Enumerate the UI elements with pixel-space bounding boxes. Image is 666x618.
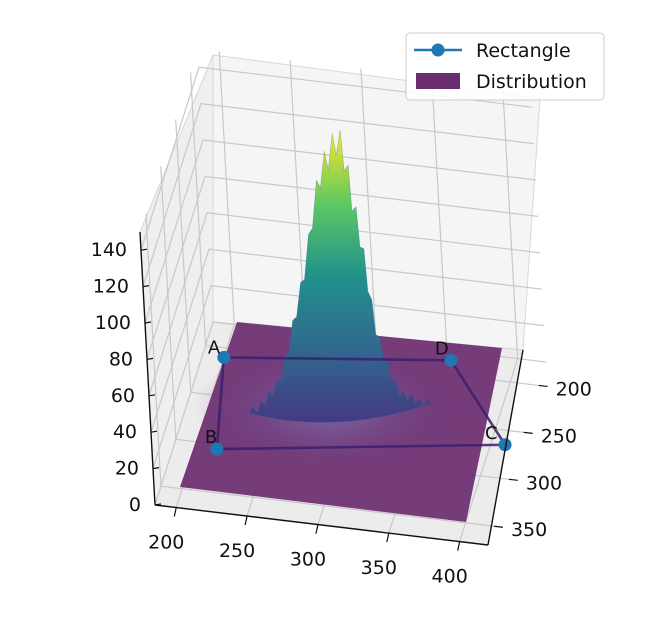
y-tick-mark (523, 431, 533, 434)
y-axis-ticks: 200 250 300 350 (493, 378, 592, 541)
rectangle-point-d (444, 353, 458, 367)
x-axis-ticks: 200 250 300 350 400 (148, 507, 468, 588)
z-tick-label: 140 (91, 239, 127, 261)
legend-label-rectangle: Rectangle (476, 40, 571, 62)
rectangle-point-c (498, 438, 512, 452)
z-tick-label: 100 (95, 312, 131, 334)
z-tick-mark (154, 503, 162, 506)
x-tick-label: 400 (432, 566, 468, 588)
x-tick-mark (244, 515, 248, 526)
legend: Rectangle Distribution (405, 32, 605, 101)
z-axis-line (139, 231, 156, 506)
z-tick-mark (152, 467, 160, 470)
y-tick-mark (493, 525, 504, 528)
x-axis-line (154, 504, 489, 546)
y-tick-label: 250 (541, 425, 577, 447)
rectangle-points: A B C D (205, 337, 512, 456)
legend-distribution-patch (416, 73, 460, 89)
x-tick-label: 250 (219, 540, 255, 562)
gridline-z (146, 175, 539, 360)
z-tick-mark (144, 321, 152, 324)
z-tick-label: 80 (109, 348, 133, 370)
x-tick-label: 350 (361, 557, 397, 579)
y-tick-label: 350 (511, 519, 547, 541)
gridline-z (144, 139, 537, 324)
z-tick-label: 120 (93, 276, 129, 298)
z-tick-mark (142, 285, 150, 288)
x-tick-mark (173, 507, 177, 517)
x-tick-label: 300 (290, 549, 326, 571)
z-tick-mark (140, 248, 148, 251)
z-tick-mark (148, 394, 156, 397)
gridline-z (148, 212, 541, 396)
y-tick-label: 200 (556, 378, 592, 400)
legend-label-distribution: Distribution (476, 71, 587, 93)
y-axis-line (487, 349, 524, 546)
rectangle-point-a (217, 350, 231, 364)
rectangle-point-label: C (485, 423, 498, 444)
gridline-x (459, 85, 519, 542)
z-tick-mark (146, 357, 154, 360)
gridline-z (152, 284, 545, 469)
z-tick-label: 40 (113, 421, 137, 443)
rectangle-point-b (210, 442, 224, 456)
x-tick-label: 200 (148, 532, 184, 554)
x-tick-mark (315, 524, 319, 534)
gridline-y (145, 213, 495, 527)
z-tick-label: 20 (115, 458, 139, 480)
y-tick-mark (508, 478, 518, 481)
gridline-z (142, 102, 535, 287)
gridline-z (150, 248, 543, 433)
rectangle-point-label: A (208, 337, 221, 358)
legend-rectangle-marker (431, 43, 445, 57)
z-axis-ticks: 0 20 40 60 80 100 120 140 (91, 239, 162, 516)
z-tick-label: 60 (111, 385, 135, 407)
y-tick-mark (538, 384, 548, 388)
x-tick-mark (386, 532, 390, 543)
z-tick-mark (150, 430, 158, 433)
x-tick-mark (457, 541, 461, 551)
distribution-peak (244, 130, 436, 423)
rectangle-point-label: D (435, 338, 449, 359)
y-tick-label: 300 (526, 472, 562, 494)
rectangle-point-label: B (205, 427, 217, 448)
z-tick-label: 0 (129, 494, 141, 516)
